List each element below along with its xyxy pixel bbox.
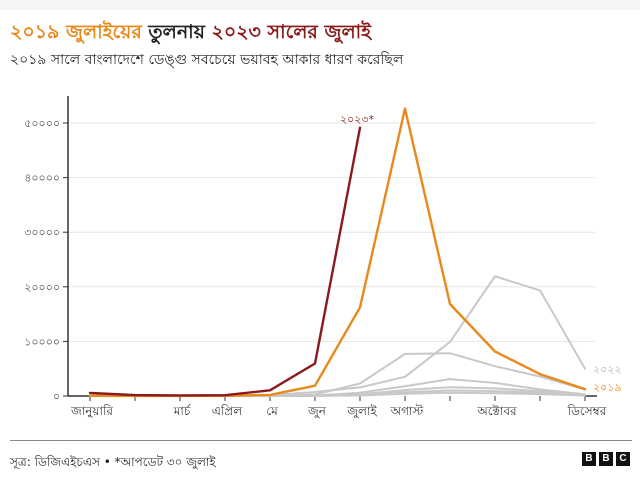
label-2022: ২০২২	[593, 363, 622, 376]
source-note: সূত্র: ডিজিএইচএস • *আপডেট ৩০ জুলাই	[10, 455, 216, 469]
x-tick-label: এপ্রিল	[212, 404, 244, 418]
chart-canvas: ০ ১০০০০ ২০০০০ ৩০০০০ ৪০০০০ ৫০০০০ জানুয়ারি মার্চ…	[24, 96, 622, 419]
x-tick-label: জুলাই	[346, 404, 377, 419]
data-series	[88, 107, 587, 398]
series-line-highlight	[88, 107, 587, 398]
x-tick-label: অগাস্ট	[390, 404, 425, 418]
x-tick-label: অক্টোবর	[476, 404, 517, 418]
title-2019-part: ২০১৯ জুলাইয়ের	[10, 21, 142, 43]
footer-divider	[10, 440, 632, 441]
y-tick-label: ২০০০০	[24, 281, 60, 294]
series-line-highlight	[88, 126, 362, 397]
series-line-other	[89, 275, 586, 397]
line-chart: ০ ১০০০০ ২০০০০ ৩০০০০ ৪০০০০ ৫০০০০ জানুয়ারি মার্চ…	[0, 80, 640, 430]
label-2023: ২০২৩*	[340, 113, 375, 126]
label-2019: ২০১৯	[593, 381, 622, 394]
x-tick-label: মে	[266, 404, 278, 418]
title-middle-part: তুলনায়	[141, 21, 212, 43]
x-tick-label: মার্চ	[173, 404, 192, 418]
series-labels: ২০২৩* ২০২২ ২০১৯	[340, 113, 622, 394]
x-tick-label: ডিসেম্বর	[567, 404, 607, 418]
y-tick-label: ৩০০০০	[24, 226, 60, 239]
axes: ০ ১০০০০ ২০০০০ ৩০০০০ ৪০০০০ ৫০০০০ জানুয়ারি মার্চ…	[24, 96, 607, 419]
x-tick-label: জুন	[307, 404, 327, 419]
bbc-logo-letter: B	[582, 452, 596, 466]
bbc-logo: B B C	[582, 452, 630, 466]
y-tick-label: ০	[53, 390, 60, 403]
bbc-logo-letter: B	[599, 452, 613, 466]
bbc-logo-letter: C	[616, 452, 630, 466]
x-tick-label: জানুয়ারি	[70, 404, 113, 419]
y-tick-label: ৫০০০০	[24, 117, 60, 130]
y-tick-label: ৪০০০০	[24, 172, 60, 185]
gridlines	[68, 122, 595, 342]
y-tick-label: ১০০০০	[24, 335, 60, 348]
top-strip	[0, 0, 640, 10]
chart-subtitle: ২০১৯ সালে বাংলাদেশে ডেঙ্গু সবচেয়ে ভয়াব…	[10, 52, 404, 68]
chart-title: ২০১৯ জুলাইয়ের তুলনায় ২০২৩ সালের জুলাই	[10, 20, 371, 44]
title-2023-part: ২০২৩ সালের জুলাই	[211, 21, 372, 43]
